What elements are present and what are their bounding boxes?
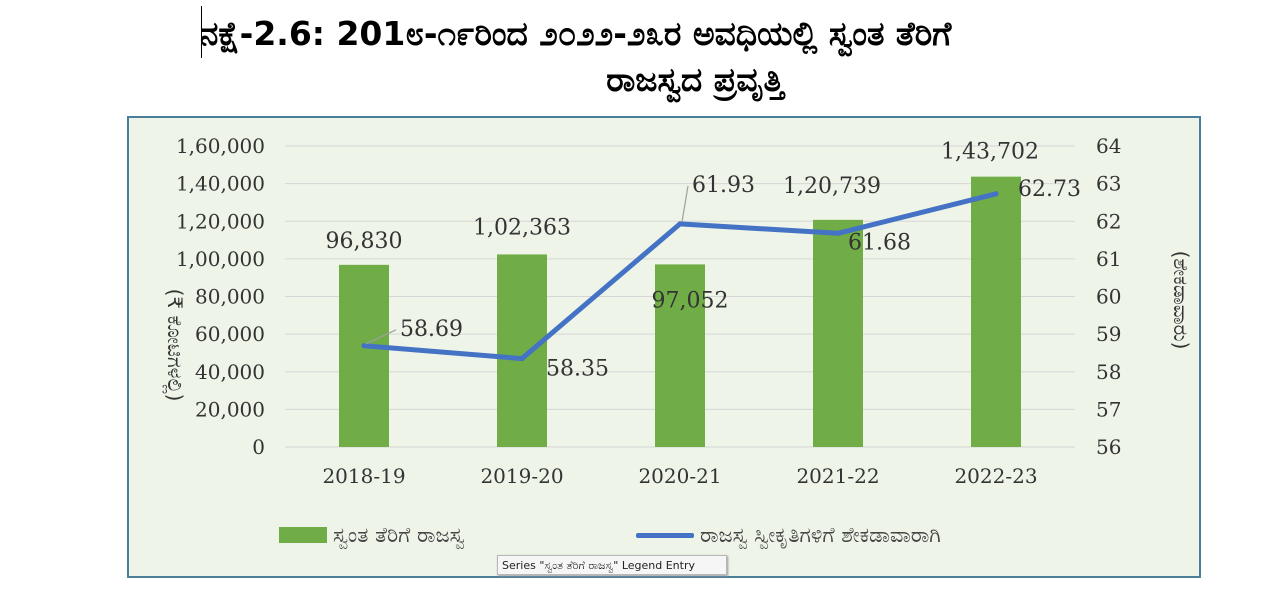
line-data-label: 58.35: [546, 357, 609, 382]
line-data-label: 58.69: [400, 317, 463, 342]
bar: [971, 176, 1021, 447]
leader-line: [365, 329, 397, 345]
y-tick-label: 0: [252, 435, 265, 459]
y2-tick-label: 61: [1096, 247, 1121, 271]
line-point: [519, 356, 525, 362]
text-cursor: [201, 6, 202, 58]
y-axis-title: (₹ ಕೋಟಿಗಳಲ್ಲಿ): [162, 289, 187, 402]
y2-tick-label: 64: [1096, 134, 1121, 158]
y-tick-label: 80,000: [195, 285, 265, 309]
y2-tick-label: 59: [1096, 322, 1121, 346]
line-data-label: 62.73: [1018, 177, 1081, 202]
legend-entry-bar[interactable]: ಸ್ವಂತ ತೆರಿಗೆ ರಾಜಸ್ವ: [279, 520, 465, 550]
line-point: [361, 343, 367, 349]
line-point: [835, 230, 841, 236]
bar: [655, 264, 705, 447]
y-tick-label: 1,60,000: [176, 134, 265, 158]
bar-data-label: 1,20,739: [783, 174, 881, 199]
y-tick-label: 1,00,000: [176, 247, 265, 271]
legend-label-bar: ಸ್ವಂತ ತೆರಿಗೆ ರಾಜಸ್ವ: [333, 522, 465, 547]
bar-data-label: 96,830: [326, 229, 403, 254]
y-tick-label: 40,000: [195, 360, 265, 384]
y2-tick-label: 63: [1096, 172, 1121, 196]
legend-label-line: ರಾಜಸ್ವ ಸ್ವೀಕೃತಿಗಳಿಗೆ ಶೇಕಡಾವಾರಾಗಿ: [700, 522, 941, 547]
line-point: [677, 221, 683, 227]
y-tick-label: 1,20,000: [176, 209, 265, 233]
bar: [813, 219, 863, 447]
x-tick-label: 2022-23: [954, 464, 1037, 488]
x-tick-label: 2021-22: [796, 464, 879, 488]
x-tick-label: 2018-19: [322, 464, 405, 488]
line-point: [993, 191, 999, 197]
y2-tick-label: 58: [1096, 360, 1121, 384]
x-tick-label: 2019-20: [480, 464, 563, 488]
line-data-label: 61.68: [848, 230, 911, 255]
legend-swatch-bar: [279, 527, 327, 543]
bar: [339, 264, 389, 447]
leader-line: [681, 185, 689, 222]
title-line-1: ನಕ್ಷೆ-2.6: 201೮-೧೯ರಿಂದ ೨೦೨೨-೨೩ರ ಅವಧಿಯಲ್ಲ…: [200, 14, 952, 53]
y-tick-label: 60,000: [195, 322, 265, 346]
bar-data-label: 97,052: [652, 288, 729, 313]
bar-data-label: 1,02,363: [473, 215, 571, 240]
y2-tick-label: 60: [1096, 285, 1121, 309]
y2-tick-label: 56: [1096, 435, 1121, 459]
y2-tick-label: 62: [1096, 209, 1121, 233]
y-tick-label: 20,000: [195, 397, 265, 421]
bar-data-label: 1,43,702: [941, 140, 1039, 165]
y2-tick-label: 57: [1096, 397, 1121, 421]
legend-swatch-line: [636, 532, 694, 538]
legend-tooltip: Series "ಸ್ವಂತ ತೆರಿಗೆ ರಾಜಸ್ವ" Legend Entr…: [497, 555, 727, 575]
y2-axis-title: (ಶೇಕಡಾವಾರು): [1169, 251, 1193, 350]
title-line-2: ರಾಜಸ್ವದ ಪ್ರವೃತ್ತಿ: [606, 60, 784, 99]
y-tick-label: 1,40,000: [176, 172, 265, 196]
x-tick-label: 2020-21: [638, 464, 721, 488]
line-data-label: 61.93: [692, 173, 755, 198]
legend-entry-line[interactable]: ರಾಜಸ್ವ ಸ್ವೀಕೃತಿಗಳಿಗೆ ಶೇಕಡಾವಾರಾಗಿ: [636, 520, 941, 550]
bar: [497, 254, 547, 447]
